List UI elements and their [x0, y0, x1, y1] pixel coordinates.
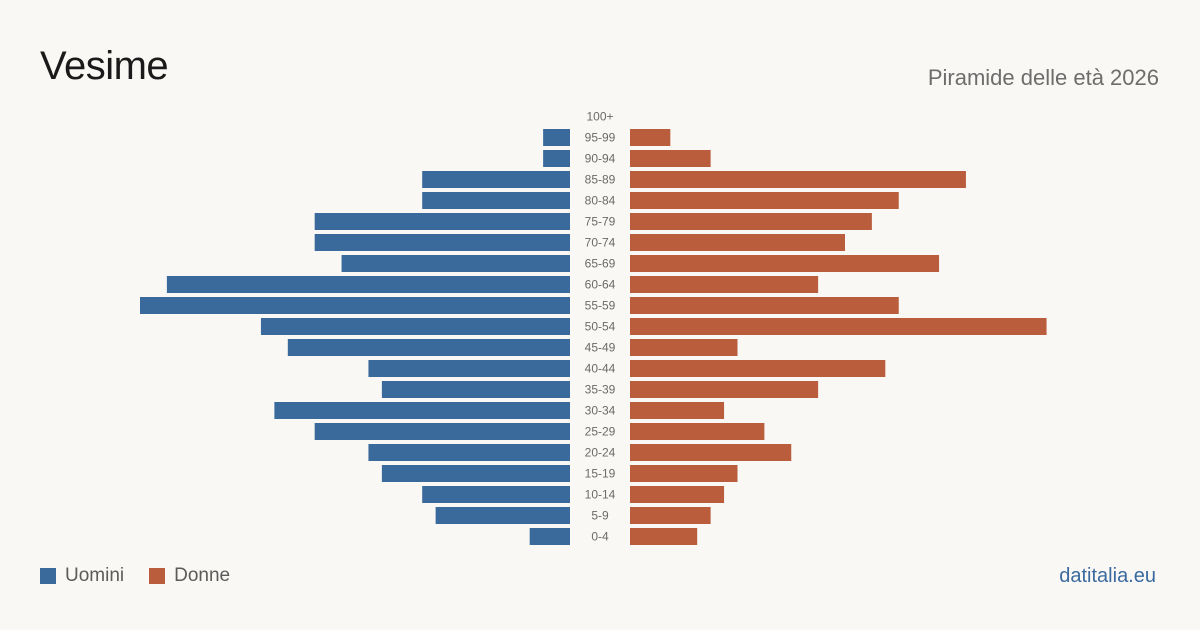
age-group-label: 10-14 — [585, 488, 616, 502]
bar-men — [543, 150, 570, 167]
bar-women — [630, 360, 886, 377]
age-group-label: 20-24 — [585, 446, 616, 460]
bar-women — [630, 192, 899, 209]
legend-item-women: Donne — [149, 565, 230, 587]
bar-men — [543, 129, 570, 146]
bar-women — [630, 276, 819, 293]
bar-women — [630, 318, 1047, 335]
bar-women — [630, 297, 899, 314]
bar-men — [422, 486, 570, 503]
bar-women — [630, 507, 711, 524]
age-group-label: 65-69 — [585, 257, 616, 271]
bar-men — [435, 507, 570, 524]
legend-swatch-women — [149, 568, 166, 584]
age-group-label: 5-9 — [591, 509, 609, 523]
bar-men — [166, 276, 570, 293]
age-group-label: 25-29 — [585, 425, 616, 439]
age-group-label: 70-74 — [585, 236, 616, 250]
legend-label-women: Donne — [174, 565, 231, 586]
bar-men — [381, 381, 570, 398]
age-group-label: 40-44 — [585, 362, 616, 376]
site-link[interactable]: datitalia.eu — [1059, 565, 1156, 587]
chart-subtitle: Piramide delle età 2026 — [927, 65, 1159, 90]
bar-men — [368, 444, 570, 461]
age-group-label: 15-19 — [585, 467, 616, 481]
bar-women — [630, 129, 671, 146]
bar-men — [381, 465, 570, 482]
age-group-label: 55-59 — [585, 299, 616, 313]
age-group-label: 50-54 — [585, 320, 616, 334]
age-group-label: 95-99 — [585, 131, 616, 145]
bar-women — [630, 381, 819, 398]
bar-women — [630, 234, 845, 251]
bar-men — [314, 234, 570, 251]
bar-women — [630, 150, 711, 167]
age-group-label: 0-4 — [591, 530, 609, 544]
bar-women — [630, 171, 966, 188]
age-group-label: 85-89 — [585, 173, 616, 187]
age-group-label: 45-49 — [585, 341, 616, 355]
bar-men — [314, 423, 570, 440]
bar-men — [422, 171, 570, 188]
bar-men — [274, 402, 570, 419]
legend-swatch-men — [40, 568, 56, 584]
bar-men — [529, 528, 570, 545]
age-group-label: 35-39 — [585, 383, 616, 397]
page-title: Vesime — [40, 44, 169, 88]
legend-item-men: Uomini — [40, 565, 124, 587]
bar-women — [630, 213, 872, 230]
bar-men — [341, 255, 570, 272]
age-group-label: 80-84 — [585, 194, 616, 208]
age-group-label: 90-94 — [585, 152, 616, 166]
bar-women — [630, 486, 725, 503]
bar-men — [368, 360, 570, 377]
bar-men — [260, 318, 570, 335]
bar-women — [630, 402, 725, 419]
bar-men — [287, 339, 570, 356]
age-group-label: 100+ — [586, 110, 613, 124]
bar-women — [630, 339, 738, 356]
bar-men — [422, 192, 570, 209]
bar-men — [140, 297, 570, 314]
bar-men — [314, 213, 570, 230]
age-group-label: 75-79 — [585, 215, 616, 229]
bar-women — [630, 444, 792, 461]
legend-label-men: Uomini — [65, 565, 125, 586]
bar-women — [630, 423, 765, 440]
bar-women — [630, 465, 738, 482]
bar-women — [630, 528, 698, 545]
age-group-label: 60-64 — [585, 278, 616, 292]
chart-legend: Uomini Donne — [40, 565, 255, 587]
age-group-label: 30-34 — [585, 404, 616, 418]
bar-women — [630, 255, 940, 272]
